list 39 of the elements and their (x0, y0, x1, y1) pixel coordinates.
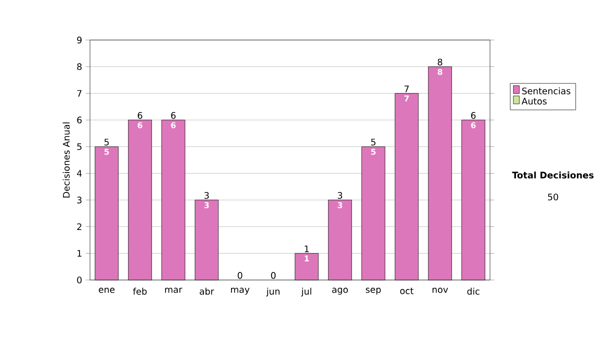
x-tick-label: jun (266, 288, 280, 296)
x-tick-label: mar (165, 288, 182, 293)
text: Total Decisiones (512, 172, 594, 178)
total-label: 0 (271, 272, 276, 279)
y-axis-title: Decisiones Anual (62, 122, 70, 198)
total-label: 3 (204, 192, 209, 199)
total-label: 0 (238, 272, 242, 279)
x-tick-label: ago (332, 288, 348, 295)
total-label: 6 (138, 112, 142, 119)
y-tick-label: 0 (77, 276, 82, 284)
total-label: 5 (104, 138, 109, 146)
y-tick-label: 7 (77, 90, 82, 97)
x-tick-label: oct (400, 288, 414, 294)
x-tick-label: may (231, 288, 250, 295)
y-tick-label: 6 (77, 116, 82, 124)
y-tick-label: 1 (78, 250, 82, 257)
x-tick-label: dic (467, 288, 480, 295)
x-tick-label: feb (133, 288, 147, 295)
x-tick-label: jul (301, 288, 312, 296)
total-label: 6 (171, 112, 176, 119)
y-tick-label: 3 (77, 196, 82, 204)
x-tick-label: ene (98, 288, 115, 293)
legend-label: Sentencias (522, 87, 570, 94)
y-tick-label: 4 (76, 170, 82, 177)
text: 50 (548, 194, 558, 200)
total-label: 7 (404, 86, 409, 92)
y-tick-label: 2 (77, 223, 82, 230)
x-tick-label: abr (200, 288, 214, 295)
total-label: 8 (438, 58, 442, 66)
total-label: 3 (338, 192, 342, 199)
x-tick-label: sep (366, 288, 381, 295)
total-label: 6 (471, 112, 476, 119)
legend-label: Autos (522, 98, 547, 105)
y-tick-label: 5 (77, 143, 82, 150)
total-label: 5 (371, 138, 376, 146)
y-tick-label: 8 (77, 63, 82, 70)
x-tick-label: nov (432, 288, 448, 293)
total-label: 1 (304, 246, 309, 252)
y-tick-label: 9 (77, 36, 82, 44)
